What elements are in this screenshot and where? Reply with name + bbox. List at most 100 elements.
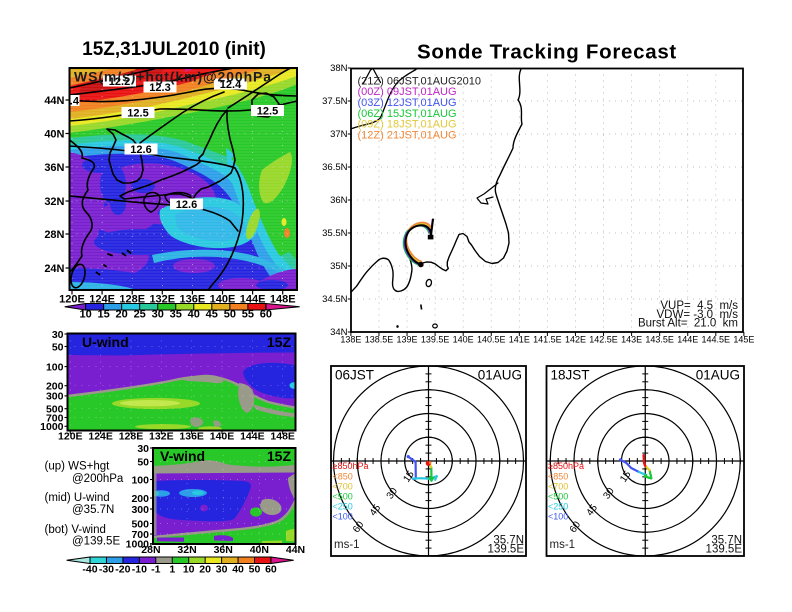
svg-text:24N: 24N <box>44 263 64 275</box>
svg-text:37N: 37N <box>330 129 348 140</box>
svg-text:37.5N: 37.5N <box>322 96 347 107</box>
svg-text:140E: 140E <box>210 294 236 306</box>
svg-text:700: 700 <box>131 529 149 541</box>
svg-text:12.6: 12.6 <box>130 144 151 156</box>
svg-text:139E: 139E <box>397 335 418 345</box>
svg-text:(up) WS+hgt: (up) WS+hgt <box>45 461 111 473</box>
svg-text:35N: 35N <box>330 261 348 272</box>
svg-text:50: 50 <box>52 341 64 353</box>
svg-text:-30: -30 <box>99 564 114 576</box>
svg-text:30: 30 <box>52 329 64 341</box>
svg-text:140.5E: 140.5E <box>477 335 506 345</box>
svg-text:136E: 136E <box>179 431 204 443</box>
svg-text:44N: 44N <box>44 95 64 107</box>
svg-text:<500: <500 <box>548 491 568 501</box>
svg-text:25: 25 <box>134 308 146 320</box>
svg-text:01AUG: 01AUG <box>478 368 522 383</box>
svg-text:(bot) V-wind: (bot) V-wind <box>45 524 106 536</box>
svg-text:100: 100 <box>131 474 149 486</box>
svg-text:28N: 28N <box>44 229 64 241</box>
svg-text:40N: 40N <box>250 544 269 556</box>
svg-text:10: 10 <box>79 308 91 320</box>
svg-text:500: 500 <box>131 518 149 530</box>
svg-text:38N: 38N <box>330 63 348 74</box>
svg-text:60: 60 <box>260 308 272 320</box>
svg-text:40: 40 <box>188 308 200 320</box>
svg-text:1000: 1000 <box>126 539 150 551</box>
svg-text:-20: -20 <box>115 564 130 576</box>
svg-text:<100: <100 <box>548 512 568 522</box>
svg-text:100: 100 <box>46 361 64 373</box>
svg-text:136E: 136E <box>180 294 206 306</box>
svg-text:15: 15 <box>98 308 110 320</box>
svg-text:06JST: 06JST <box>335 368 374 383</box>
svg-text:35.7N: 35.7N <box>711 535 742 547</box>
svg-text:35: 35 <box>170 308 182 320</box>
svg-text:144.5E: 144.5E <box>702 335 731 345</box>
svg-text:1: 1 <box>169 564 175 576</box>
svg-text:<850: <850 <box>548 471 568 481</box>
svg-text:32N: 32N <box>177 544 196 556</box>
svg-text:30: 30 <box>152 308 164 320</box>
svg-text:-40: -40 <box>82 564 97 576</box>
svg-text:<850: <850 <box>333 471 353 481</box>
svg-text:36N: 36N <box>214 544 233 556</box>
svg-text:40: 40 <box>232 564 244 576</box>
svg-text:(00Z) 09JST,01AUG: (00Z) 09JST,01AUG <box>358 86 457 98</box>
svg-text:01AUG: 01AUG <box>696 368 740 383</box>
svg-text:700: 700 <box>46 412 64 424</box>
svg-text:300: 300 <box>131 504 149 516</box>
svg-text:143E: 143E <box>621 335 642 345</box>
svg-text:141.5E: 141.5E <box>533 335 562 345</box>
svg-text:12.2: 12.2 <box>109 76 130 88</box>
svg-text:(06Z) 15JST,01AUG: (06Z) 15JST,01AUG <box>358 108 457 120</box>
svg-text:<100: <100 <box>333 512 353 522</box>
svg-text:VUP= 4.5 m/s: VUP= 4.5 m/s <box>660 300 738 312</box>
svg-text:40N: 40N <box>44 129 64 141</box>
svg-text:128E: 128E <box>119 294 145 306</box>
svg-text:60: 60 <box>265 564 277 576</box>
svg-text:18JST: 18JST <box>551 368 590 383</box>
svg-text:U-wind: U-wind <box>82 334 129 350</box>
svg-text:36N: 36N <box>330 195 348 206</box>
svg-text:55: 55 <box>242 308 254 320</box>
svg-text:Burst Alt= 21.0 km: Burst Alt= 21.0 km <box>638 318 738 330</box>
svg-text:145E: 145E <box>733 335 754 345</box>
svg-text:20: 20 <box>116 308 128 320</box>
svg-text:1000: 1000 <box>40 421 64 433</box>
svg-text:Sonde Tracking Forecast: Sonde Tracking Forecast <box>417 40 677 63</box>
svg-text:(03Z) 12JST,01AUG: (03Z) 12JST,01AUG <box>358 97 457 109</box>
svg-text:138E: 138E <box>340 335 361 345</box>
svg-text:148E: 148E <box>270 431 295 443</box>
svg-text:(12Z) 21JST,01AUG: (12Z) 21JST,01AUG <box>358 130 457 142</box>
svg-text:12.6: 12.6 <box>176 199 197 211</box>
svg-text:128E: 128E <box>119 431 144 443</box>
svg-text:20: 20 <box>199 564 211 576</box>
svg-text:44N: 44N <box>286 544 305 556</box>
svg-text:30: 30 <box>216 564 228 576</box>
svg-text:-1: -1 <box>151 564 160 576</box>
svg-text:144E: 144E <box>240 431 265 443</box>
svg-text:15Z: 15Z <box>267 448 292 464</box>
svg-text:12.5: 12.5 <box>127 108 148 120</box>
svg-text:124E: 124E <box>89 294 115 306</box>
svg-text:144E: 144E <box>677 335 698 345</box>
svg-text:@35.7N: @35.7N <box>72 504 114 516</box>
svg-text:ms-1: ms-1 <box>550 539 576 551</box>
svg-text:(09Z) 18JST,01AUG: (09Z) 18JST,01AUG <box>358 119 457 131</box>
svg-text:141E: 141E <box>509 335 530 345</box>
svg-text:50: 50 <box>224 308 236 320</box>
svg-text:<700: <700 <box>548 481 568 491</box>
svg-text:V-wind: V-wind <box>160 448 205 464</box>
svg-text:36N: 36N <box>44 162 64 174</box>
svg-text:142E: 142E <box>565 335 586 345</box>
svg-text:45: 45 <box>206 308 218 320</box>
svg-text:<250: <250 <box>333 501 353 511</box>
svg-text:143.5E: 143.5E <box>645 335 674 345</box>
svg-text:15Z: 15Z <box>267 334 292 350</box>
svg-text:124E: 124E <box>88 431 113 443</box>
svg-text:139.5E: 139.5E <box>488 544 525 556</box>
svg-text:34N: 34N <box>330 327 348 338</box>
svg-text:132E: 132E <box>149 431 174 443</box>
svg-text:28N: 28N <box>141 544 160 556</box>
